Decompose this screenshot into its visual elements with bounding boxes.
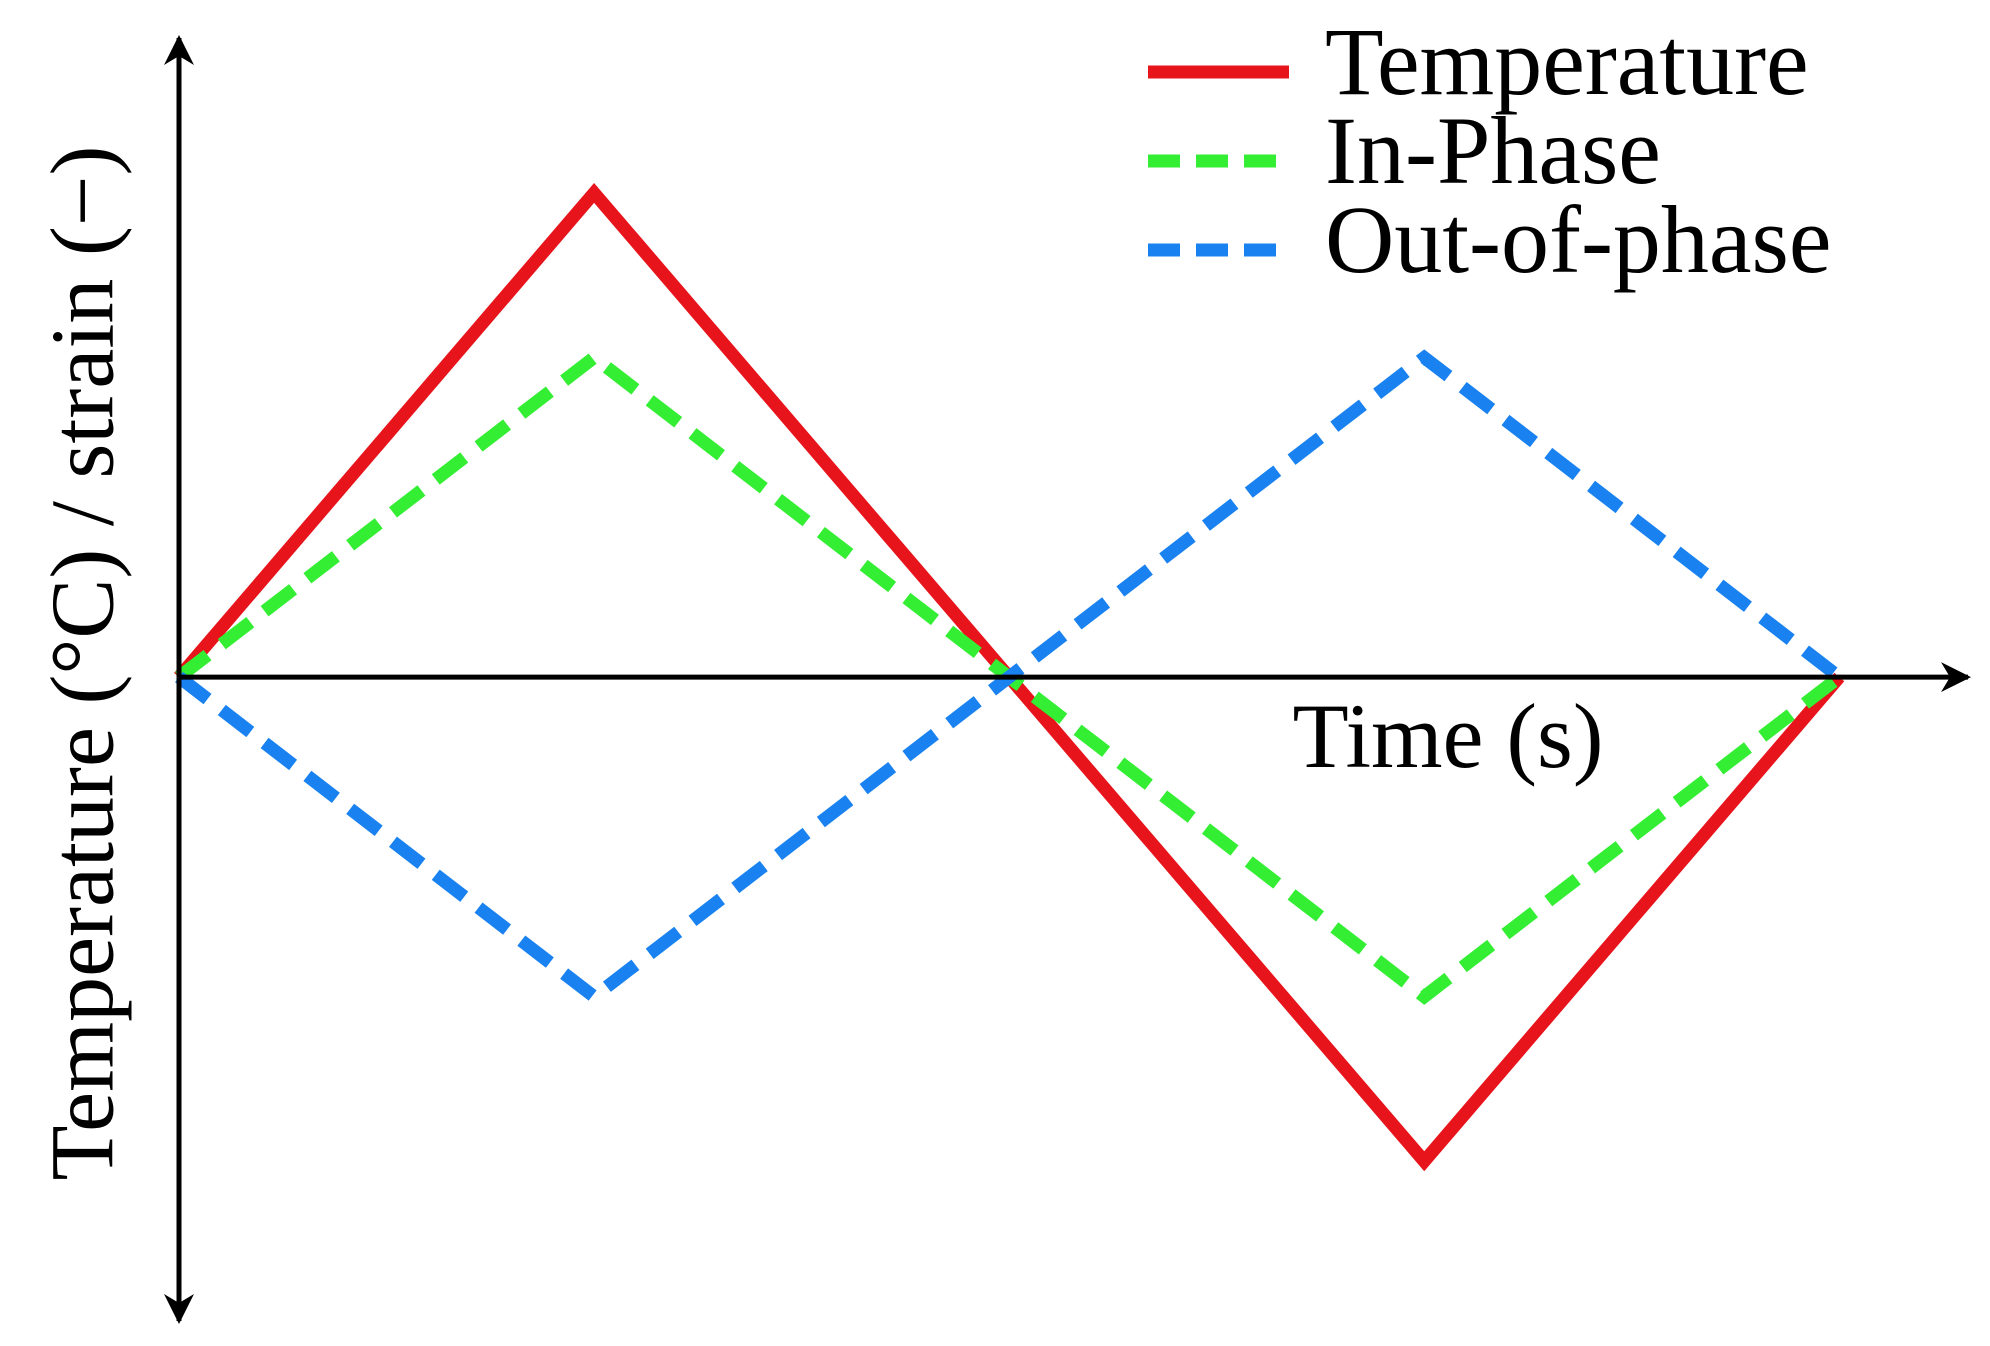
legend-label: Out-of-phase — [1325, 186, 1831, 293]
y-axis-label: Temperature (°C) / strain (−) — [34, 145, 133, 1180]
x-axis-label: Time (s) — [1293, 685, 1604, 787]
legend-label: In-Phase — [1325, 97, 1661, 204]
legend-label: Temperature — [1325, 8, 1809, 115]
